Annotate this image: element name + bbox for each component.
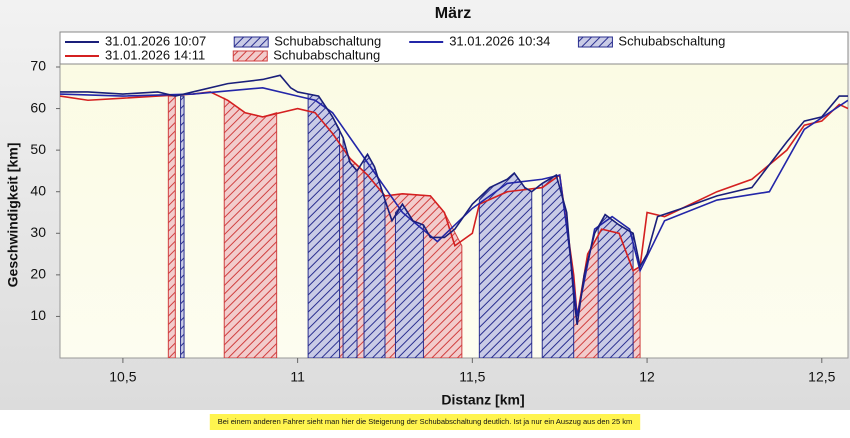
legend-label: 31.01.2026 10:34 [449,33,550,48]
y-tick-label: 40 [30,182,46,198]
x-tick-label: 12 [639,369,655,385]
y-tick-label: 20 [30,266,46,282]
x-tick-label: 10,5 [109,369,136,385]
x-tick-label: 11,5 [459,369,485,385]
y-tick-label: 50 [30,141,46,157]
legend-label: 31.01.2026 14:11 [105,47,205,62]
x-tick-label: 11 [290,369,305,385]
y-tick-label: 10 [30,307,46,323]
plot-layer [60,74,848,358]
caption-highlight [209,414,641,430]
line [60,74,848,325]
legend-label: 31.01.2026 10:07 [105,33,206,48]
y-tick-label: 60 [30,99,46,115]
x-tick-label: 12,5 [808,369,835,385]
legend-swatch [232,50,268,62]
legend-label: Schubabschaltung [273,47,380,62]
legend-label: Schubabschaltung [274,33,381,48]
legend-box [59,31,849,65]
caption: Bei einem anderen Fahrer sieht man hier … [218,417,632,426]
y-tick-label: 70 [30,58,46,74]
y-axis-label: Geschwindigkeit [km] [5,143,21,288]
legend-swatch [233,36,269,48]
legend-label: Schubabschaltung [618,33,725,48]
x-axis-label: Distanz [km] [441,392,524,408]
y-tick-label: 30 [30,224,46,240]
legend-swatch [577,36,613,48]
chart-title: März [435,5,471,22]
line [60,86,848,317]
